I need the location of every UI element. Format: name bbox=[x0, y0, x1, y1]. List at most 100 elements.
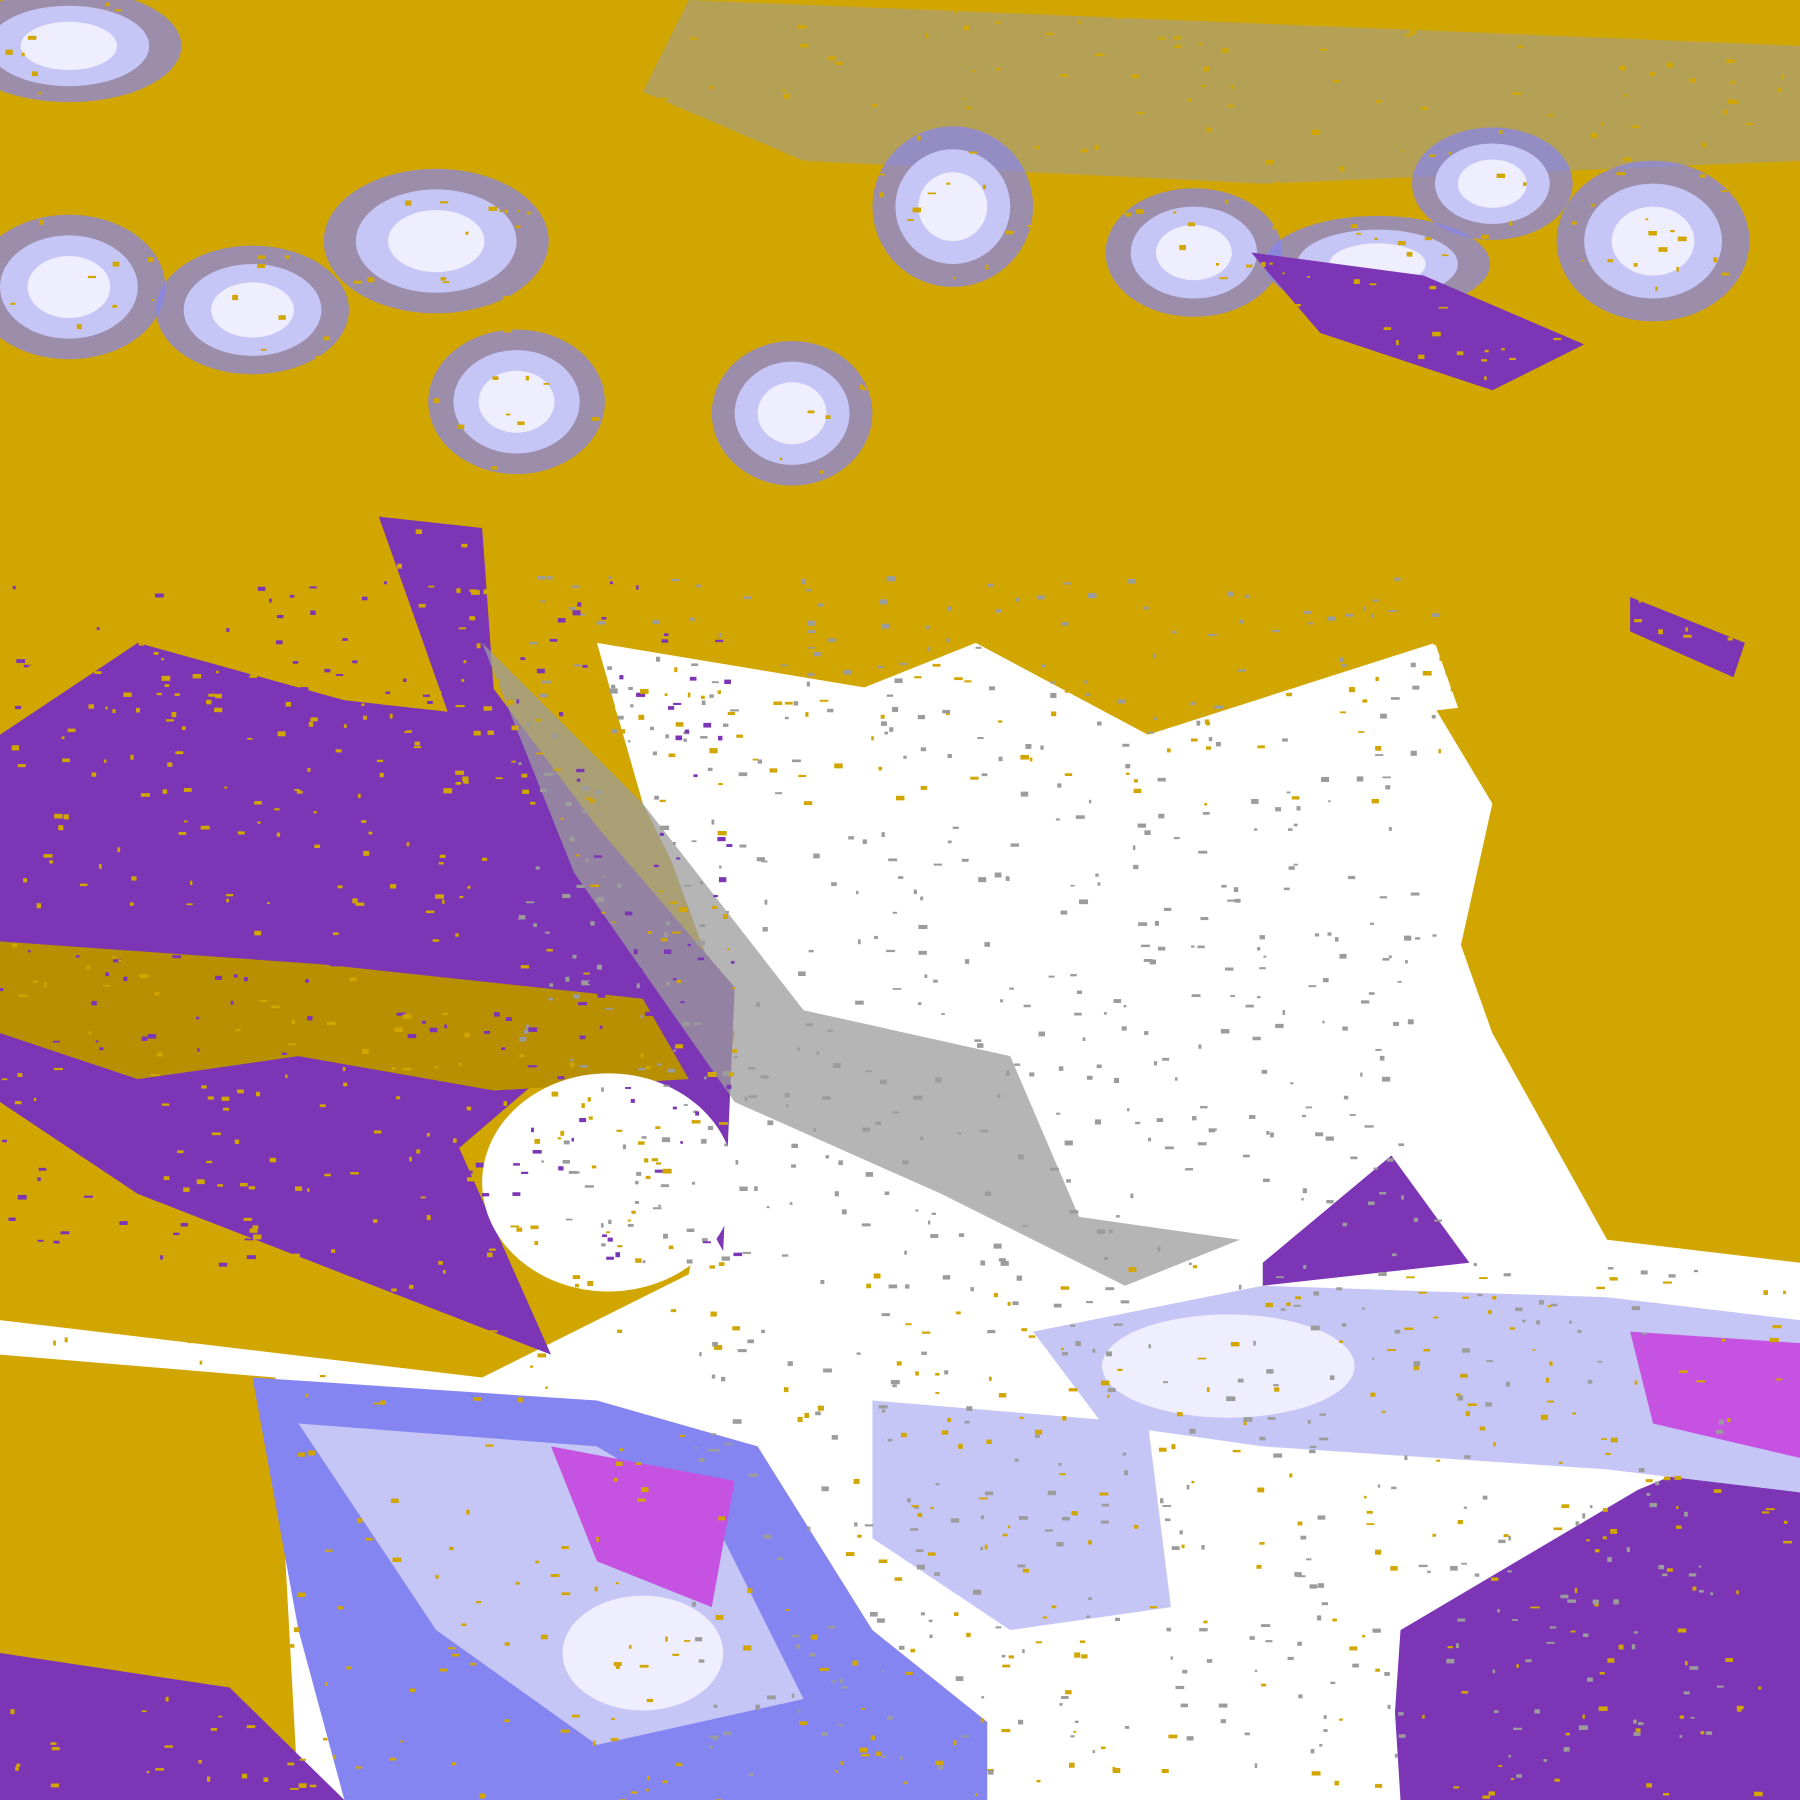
cloud-speckle bbox=[1592, 691, 1596, 697]
cloud-speckle bbox=[659, 825, 670, 831]
cloud-speckle bbox=[639, 302, 645, 306]
cloud-speckle bbox=[65, 628, 69, 633]
cloud-speckle bbox=[488, 800, 494, 804]
cloud-speckle bbox=[1029, 757, 1033, 762]
cloud-speckle bbox=[228, 1504, 235, 1509]
cloud-speckle bbox=[1050, 561, 1059, 565]
cloud-speckle bbox=[450, 881, 454, 884]
cloud-speckle bbox=[538, 693, 549, 698]
cloud-speckle bbox=[886, 949, 896, 953]
cloud-speckle bbox=[202, 404, 210, 409]
cloud-speckle bbox=[831, 882, 837, 887]
cloud-speckle bbox=[371, 597, 380, 602]
cloud-speckle bbox=[1745, 123, 1754, 126]
cloud-speckle bbox=[825, 1155, 830, 1159]
cloud-speckle bbox=[376, 632, 385, 638]
cloud-speckle bbox=[213, 436, 223, 441]
cloud-speckle bbox=[684, 1640, 691, 1642]
cloud-speckle bbox=[455, 770, 465, 775]
cloud-speckle bbox=[1254, 1669, 1258, 1672]
cloud-speckle bbox=[1370, 1392, 1376, 1397]
cloud-speckle bbox=[215, 693, 223, 699]
cloud-speckle bbox=[1680, 683, 1688, 686]
cloud-speckle bbox=[617, 729, 626, 734]
cloud-speckle bbox=[1140, 944, 1150, 948]
cloud-speckle bbox=[641, 1136, 647, 1139]
cloud-speckle bbox=[1371, 798, 1379, 804]
cloud-speckle bbox=[523, 1029, 529, 1034]
cloud-speckle bbox=[1530, 1606, 1540, 1609]
cloud-speckle bbox=[672, 1049, 677, 1052]
cloud-speckle bbox=[459, 887, 469, 891]
cloud-speckle bbox=[675, 1044, 684, 1049]
cloud-speckle bbox=[558, 1166, 564, 1171]
cloud-speckle bbox=[1058, 1462, 1062, 1466]
cloud-speckle bbox=[634, 1200, 640, 1204]
cloud-speckle bbox=[1275, 807, 1282, 812]
cloud-speckle bbox=[117, 847, 121, 853]
cloud-speckle bbox=[11, 745, 20, 751]
cloud-speckle bbox=[1257, 1487, 1265, 1493]
cloud-speckle bbox=[1485, 616, 1493, 622]
cloud-speckle bbox=[676, 979, 681, 984]
cloud-speckle bbox=[781, 1254, 789, 1257]
cloud-speckle bbox=[1034, 145, 1040, 149]
cloud-speckle bbox=[1116, 1215, 1120, 1218]
cloud-speckle bbox=[1730, 80, 1735, 85]
cloud-speckle bbox=[652, 1207, 662, 1210]
cloud-speckle bbox=[368, 876, 376, 880]
cloud-speckle bbox=[1179, 244, 1186, 251]
cloud-speckle bbox=[1201, 1545, 1205, 1550]
cloud-speckle bbox=[274, 808, 280, 811]
cloud-speckle bbox=[785, 1609, 790, 1611]
cloud-speckle bbox=[1204, 719, 1210, 724]
cloud-speckle bbox=[84, 1195, 93, 1198]
cloud-speckle bbox=[709, 694, 714, 698]
cloud-speckle bbox=[601, 1087, 604, 1092]
cloud-speckle bbox=[1088, 1597, 1093, 1600]
cloud-speckle bbox=[639, 1664, 649, 1668]
cloud-speckle bbox=[76, 634, 80, 637]
cloud-speckle bbox=[1700, 1731, 1705, 1735]
cloud-speckle bbox=[408, 1284, 414, 1289]
cloud-speckle bbox=[1272, 629, 1280, 633]
cloud-speckle bbox=[927, 646, 931, 652]
cloud-speckle bbox=[926, 625, 931, 629]
cloud-speckle bbox=[861, 1707, 865, 1710]
cloud-speckle bbox=[195, 1265, 200, 1270]
cloud-speckle bbox=[319, 1375, 326, 1378]
cloud-speckle bbox=[1169, 363, 1175, 368]
cloud-speckle bbox=[1307, 275, 1311, 278]
cloud-speckle bbox=[1476, 285, 1479, 290]
cloud-speckle bbox=[1061, 621, 1069, 626]
cloud-speckle bbox=[532, 1150, 542, 1154]
cloud-speckle bbox=[655, 656, 661, 662]
cloud-speckle bbox=[580, 1064, 588, 1068]
cloud-speckle bbox=[608, 713, 612, 719]
cloud-speckle bbox=[660, 938, 668, 942]
cloud-speckle bbox=[1152, 653, 1156, 659]
cloud-speckle bbox=[1781, 74, 1785, 80]
cloud-speckle bbox=[1291, 796, 1300, 800]
cloud-speckle bbox=[277, 872, 284, 877]
cloud-speckle bbox=[672, 1653, 680, 1656]
cloud-speckle bbox=[892, 1111, 900, 1114]
cloud-speckle bbox=[548, 997, 553, 1001]
cloud-speckle bbox=[987, 1770, 994, 1775]
cloud-speckle bbox=[861, 1223, 871, 1227]
cloud-speckle bbox=[482, 1104, 486, 1110]
cloud-speckle bbox=[1372, 1628, 1381, 1633]
cloud-speckle bbox=[727, 711, 735, 716]
cloud-speckle bbox=[924, 974, 928, 978]
cloud-speckle bbox=[65, 1528, 72, 1533]
cloud-speckle bbox=[572, 954, 577, 959]
cloud-speckle bbox=[592, 1740, 596, 1746]
cloud-speckle bbox=[217, 1184, 223, 1187]
cloud-speckle bbox=[1553, 665, 1559, 669]
cloud-speckle bbox=[0, 988, 4, 992]
cloud-speckle bbox=[1075, 1341, 1081, 1347]
cloud-speckle bbox=[1198, 850, 1208, 854]
cloud-speckle bbox=[58, 825, 64, 831]
cloud-speckle bbox=[37, 1239, 44, 1242]
cloud-speckle bbox=[1106, 322, 1116, 326]
